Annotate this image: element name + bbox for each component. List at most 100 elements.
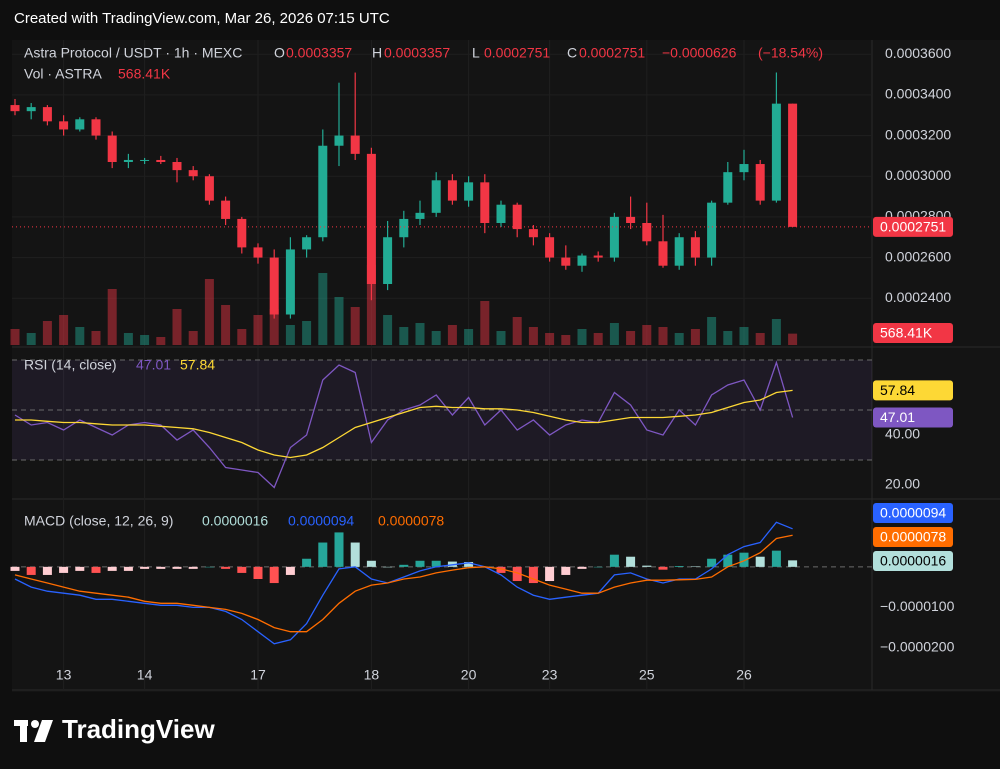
rsi-ma-line bbox=[15, 389, 793, 459]
x-tick-label: 13 bbox=[56, 667, 72, 683]
volume-bar bbox=[593, 333, 603, 345]
volume-bar bbox=[350, 307, 360, 345]
candle-body bbox=[156, 159, 166, 162]
volume-bar bbox=[318, 273, 328, 345]
volume-bar bbox=[302, 321, 312, 345]
macd-histogram-bar bbox=[350, 542, 360, 567]
ohlc-value: 0.0002751 bbox=[484, 45, 550, 61]
macd-histogram-bar bbox=[59, 566, 69, 573]
y-tick-label: 0.0003400 bbox=[885, 86, 951, 102]
candle-body bbox=[383, 237, 393, 284]
candle-body bbox=[609, 216, 619, 258]
macd-histogram-bar bbox=[577, 566, 587, 569]
macd-histogram-bar bbox=[771, 550, 781, 567]
volume-bar bbox=[545, 333, 555, 345]
macd-line bbox=[14, 521, 793, 645]
macd-histogram-bar bbox=[334, 532, 344, 567]
volume-bar bbox=[75, 327, 85, 345]
ohlc-label: C bbox=[567, 45, 577, 61]
candle-body bbox=[593, 255, 603, 258]
chart-title: Astra Protocol / USDT · 1h · MEXC bbox=[24, 45, 242, 61]
volume-bar bbox=[626, 331, 636, 345]
candle-body bbox=[577, 255, 587, 266]
y-tick-label: 0.0002600 bbox=[885, 248, 951, 264]
volume-bar bbox=[91, 331, 101, 345]
macd-histogram-bar bbox=[42, 566, 52, 575]
signal-badge: 0.0000078 bbox=[880, 529, 946, 545]
last-price-badge: 0.0002751 bbox=[880, 219, 946, 235]
macd-histogram-bar bbox=[609, 554, 619, 567]
macd-histogram-bar bbox=[237, 566, 247, 573]
rsi-ma-value: 57.84 bbox=[180, 357, 215, 373]
candle-body bbox=[285, 249, 295, 315]
chart-area bbox=[12, 40, 1000, 692]
macd-histogram-bar bbox=[221, 566, 231, 569]
candle-body bbox=[188, 170, 198, 177]
candle-body bbox=[626, 216, 636, 223]
macd-histogram-bar bbox=[755, 556, 765, 567]
candle-body bbox=[528, 229, 538, 238]
change-percent: (−18.54%) bbox=[758, 45, 823, 61]
volume-badge: 568.41K bbox=[880, 325, 933, 341]
candle-body bbox=[350, 135, 360, 154]
candle-body bbox=[690, 237, 700, 258]
candle-body bbox=[204, 176, 214, 201]
volume-bar bbox=[140, 335, 150, 345]
x-tick-label: 20 bbox=[461, 667, 477, 683]
candle-body bbox=[674, 237, 684, 266]
volume-bar bbox=[123, 333, 133, 345]
candle-body bbox=[302, 237, 312, 250]
ohlc-label: H bbox=[372, 45, 382, 61]
macd-value: 0.0000094 bbox=[288, 513, 354, 529]
volume-bar bbox=[480, 301, 490, 345]
logo-part bbox=[31, 720, 39, 728]
rsi-badge-bg bbox=[873, 407, 953, 428]
candle-body bbox=[269, 257, 279, 315]
macd-histogram-bar bbox=[658, 566, 668, 570]
macd-histogram-bar bbox=[399, 564, 409, 567]
volume-bar bbox=[788, 333, 798, 345]
last-price-badge-bg bbox=[873, 216, 953, 237]
volume-legend: Vol · ASTRA bbox=[24, 66, 102, 82]
volume-bar bbox=[269, 309, 279, 345]
candle-body bbox=[431, 180, 441, 213]
ohlc-label: O bbox=[274, 45, 285, 61]
candle-body bbox=[237, 218, 247, 248]
rsi-tick-label: 20.00 bbox=[885, 476, 920, 492]
brand-logo bbox=[14, 720, 53, 742]
brand-name: TradingView bbox=[62, 714, 215, 744]
volume-bar bbox=[561, 335, 571, 345]
volume-bar bbox=[464, 329, 474, 345]
candle-body bbox=[496, 204, 506, 223]
macd-histogram-bar bbox=[156, 566, 166, 569]
macd-histogram-bar bbox=[593, 566, 603, 568]
candle-body bbox=[788, 103, 798, 227]
macd-histogram-bar bbox=[788, 560, 798, 567]
candle-body bbox=[59, 121, 69, 130]
macd-histogram-bar bbox=[496, 566, 506, 573]
volume-bar bbox=[577, 329, 587, 345]
rsi-ma-badge-bg bbox=[873, 380, 953, 401]
macd-tick-label: −0.0000200 bbox=[880, 639, 955, 655]
candle-body bbox=[480, 182, 490, 223]
hist-badge: 0.0000016 bbox=[880, 553, 946, 569]
macd-histogram-bar bbox=[302, 558, 312, 567]
volume-badge-bg bbox=[873, 323, 953, 343]
macd-histogram-bar bbox=[26, 566, 36, 575]
volume-bar bbox=[59, 315, 69, 345]
candle-body bbox=[91, 119, 101, 136]
volume-bar bbox=[690, 329, 700, 345]
credit: Created with TradingView.com, Mar 26, 20… bbox=[14, 10, 390, 27]
volume-bar bbox=[237, 329, 247, 345]
volume-bar bbox=[26, 333, 36, 345]
macd-legend: MACD (close, 12, 26, 9) bbox=[24, 513, 173, 529]
y-tick-label: 0.0002400 bbox=[885, 289, 951, 305]
volume-bar bbox=[674, 333, 684, 345]
ohlc-value: 0.0003357 bbox=[286, 45, 352, 61]
macd-histogram-bar bbox=[269, 566, 279, 584]
macd-histogram-bar bbox=[91, 566, 101, 573]
volume-bar bbox=[366, 265, 376, 345]
volume-bar bbox=[739, 327, 749, 345]
macd-histogram-bar bbox=[464, 561, 474, 567]
volume-bar bbox=[42, 321, 52, 345]
